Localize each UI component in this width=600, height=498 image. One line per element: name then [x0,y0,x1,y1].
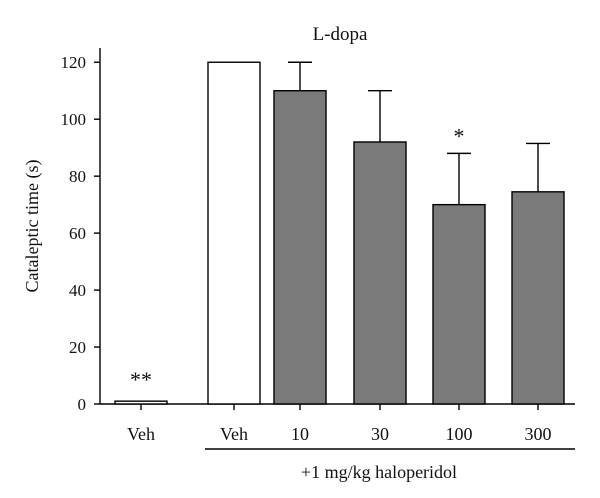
bar-4 [432,203,486,405]
category-label-4: 100 [446,424,473,444]
y-tick-label-120: 120 [61,53,87,72]
category-label-5: 300 [525,424,552,444]
significance-annotation-0: ** [130,367,152,392]
significance-annotation-4: * [454,123,465,148]
bar-3 [353,141,407,405]
y-tick-label-20: 20 [69,338,86,357]
group-label: +1 mg/kg haloperidol [301,462,457,482]
y-tick-label-100: 100 [61,110,87,129]
y-tick-label-0: 0 [78,395,87,414]
y-axis-label: Cataleptic time (s) [22,160,43,293]
y-tick-label-60: 60 [69,224,86,243]
category-label-3: 30 [371,424,389,444]
bar-2 [273,90,327,405]
bar-0 [114,400,168,405]
chart-title: L-dopa [313,24,368,45]
bar-5 [511,191,565,405]
category-label-2: 10 [291,424,309,444]
category-label-1: Veh [220,424,248,444]
bar-1 [207,61,261,405]
category-label-0: Veh [127,424,155,444]
y-tick-label-40: 40 [69,281,86,300]
y-tick-label-80: 80 [69,167,86,186]
